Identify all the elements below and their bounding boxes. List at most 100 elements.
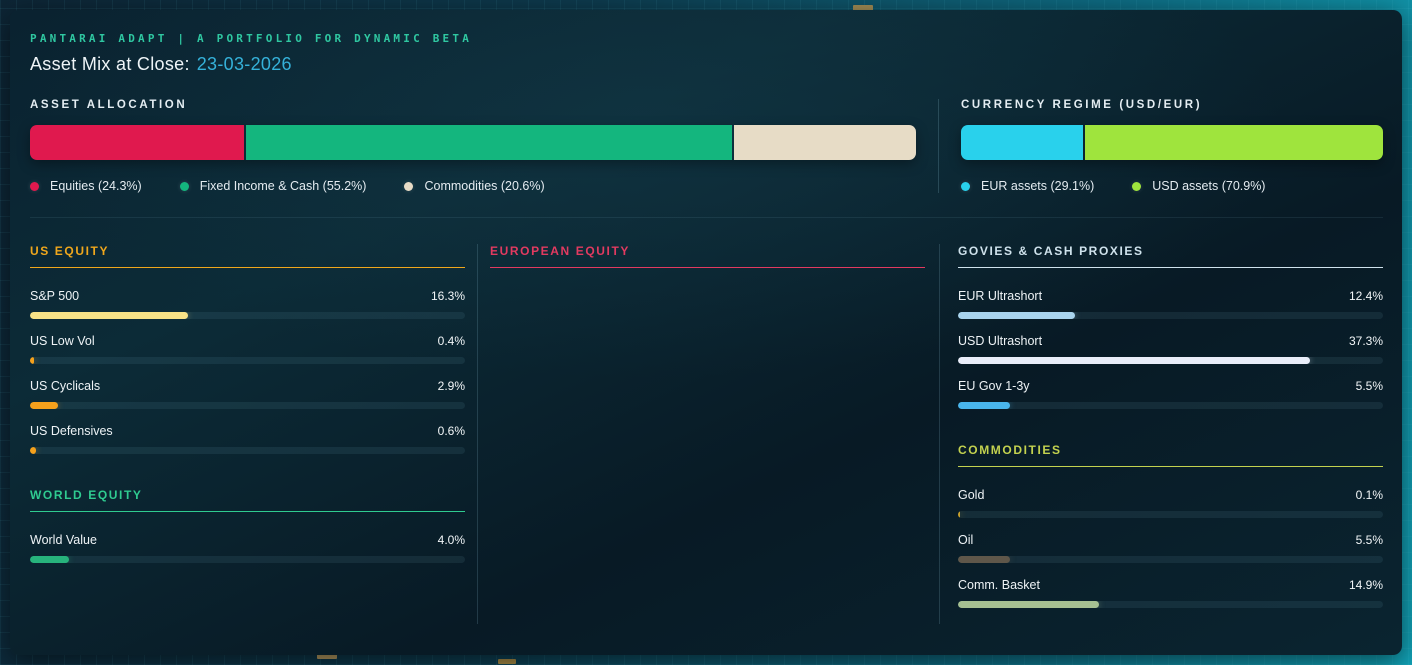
legend-item-fixed-income-cash: Fixed Income & Cash (55.2%) xyxy=(179,179,367,193)
segment-equities xyxy=(30,125,245,160)
holding-row-gold: Gold 0.1% xyxy=(958,488,1383,518)
holding-label-us-cyclicals: US Cyclicals xyxy=(30,379,101,393)
legend-dot-fixed-income-cash xyxy=(179,181,189,191)
holding-row-top-oil: Oil 5.5% xyxy=(958,533,1383,548)
legend-item-eur-assets: EUR assets (29.1%) xyxy=(961,179,1094,193)
column-us-world-equity: US EQUITY S&P 500 16.3% US Low Vol 0.4% US Cy… xyxy=(30,244,477,624)
section-title-european-equity: EUROPEAN EQUITY xyxy=(490,244,925,268)
holding-bar-track-gold xyxy=(958,511,1383,518)
holding-bar-track-usd-ultrashort xyxy=(958,357,1383,364)
page-title-text: Asset Mix at Close: xyxy=(30,54,190,74)
holding-row-top-comm-basket: Comm. Basket 14.9% xyxy=(958,578,1383,593)
holding-row-top-us-defensives: US Defensives 0.6% xyxy=(30,424,465,439)
section-title-world-equity: WORLD EQUITY xyxy=(30,488,465,512)
holding-bar-fill-gold xyxy=(958,511,960,518)
holding-row-oil: Oil 5.5% xyxy=(958,533,1383,563)
currency-regime-legend: EUR assets (29.1%) USD assets (70.9%) xyxy=(961,179,1383,193)
column-govies-commodities: GOVIES & CASH PROXIES EUR Ultrashort 12.4%… xyxy=(939,244,1383,624)
holding-bar-fill-us-low-vol xyxy=(30,357,34,364)
holding-row-us-cyclicals: US Cyclicals 2.9% xyxy=(30,379,465,409)
holding-row-top-eur-ultrashort: EUR Ultrashort 12.4% xyxy=(958,289,1383,304)
background-tick xyxy=(853,5,873,12)
legend-dot-eur-assets xyxy=(961,181,970,191)
segment-usd-assets xyxy=(1085,125,1383,160)
holding-bar-track-comm-basket xyxy=(958,601,1383,608)
holding-bar-track-eu-gov-1-3y xyxy=(958,402,1383,409)
top-summary-section: ASSET ALLOCATION Equities (24.3%) Fixed I… xyxy=(30,99,1383,218)
legend-dot-usd-assets xyxy=(1132,181,1142,191)
background-tick xyxy=(317,654,337,659)
holding-bar-fill-oil xyxy=(958,556,1010,563)
legend-dot-commodities xyxy=(404,181,414,191)
page-title: Asset Mix at Close: 23-03-2026 xyxy=(30,54,1383,75)
holding-row-comm-basket: Comm. Basket 14.9% xyxy=(958,578,1383,608)
dashboard-card: PANTARAI ADAPT | A PORTFOLIO FOR DYNAMIC… xyxy=(10,10,1402,655)
holding-bar-fill-eu-gov-1-3y xyxy=(958,402,1010,409)
section-commodities: COMMODITIES Gold 0.1% Oil 5.5% Comm. Basket 14… xyxy=(958,443,1383,608)
legend-dot-equities xyxy=(30,181,39,191)
legend-item-equities: Equities (24.3%) xyxy=(30,179,142,193)
holding-bar-track-world-value xyxy=(30,556,465,563)
holding-bar-fill-usd-ultrashort xyxy=(958,357,1311,364)
holding-row-eur-ultrashort: EUR Ultrashort 12.4% xyxy=(958,289,1383,319)
holding-row-top-gold: Gold 0.1% xyxy=(958,488,1383,503)
section-govies-cash-proxies: GOVIES & CASH PROXIES EUR Ultrashort 12.4%… xyxy=(958,244,1383,409)
holding-bar-track-us-low-vol xyxy=(30,357,465,364)
column-european-equity: EUROPEAN EQUITY xyxy=(477,244,939,624)
holding-row-world-value: World Value 4.0% xyxy=(30,533,465,563)
holding-row-top-s-p-500: S&P 500 16.3% xyxy=(30,289,465,304)
holding-value-us-cyclicals: 2.9% xyxy=(437,379,465,393)
section-title-commodities: COMMODITIES xyxy=(958,443,1383,467)
holding-label-world-value: World Value xyxy=(30,533,97,547)
legend-label-fixed-income-cash: Fixed Income & Cash (55.2%) xyxy=(199,179,367,193)
holding-value-s-p-500: 16.3% xyxy=(430,289,465,303)
holding-label-eu-gov-1-3y: EU Gov 1-3y xyxy=(958,379,1030,393)
legend-label-commodities: Commodities (20.6%) xyxy=(424,179,545,193)
section-title-govies-cash-proxies: GOVIES & CASH PROXIES xyxy=(958,244,1383,268)
legend-item-usd-assets: USD assets (70.9%) xyxy=(1132,179,1265,193)
holding-bar-fill-world-value xyxy=(30,556,69,563)
holding-bar-track-eur-ultrashort xyxy=(958,312,1383,319)
section-title-us-equity: US EQUITY xyxy=(30,244,465,268)
legend-label-eur-assets: EUR assets (29.1%) xyxy=(981,179,1095,193)
holding-value-comm-basket: 14.9% xyxy=(1348,578,1383,592)
holding-row-top-eu-gov-1-3y: EU Gov 1-3y 5.5% xyxy=(958,379,1383,394)
asset-allocation-panel: ASSET ALLOCATION Equities (24.3%) Fixed I… xyxy=(30,99,938,193)
holding-row-usd-ultrashort: USD Ultrashort 37.3% xyxy=(958,334,1383,364)
holding-row-us-low-vol: US Low Vol 0.4% xyxy=(30,334,465,364)
holding-bar-track-s-p-500 xyxy=(30,312,465,319)
section-us-equity: US EQUITY S&P 500 16.3% US Low Vol 0.4% US Cy… xyxy=(30,244,465,454)
holding-row-top-us-cyclicals: US Cyclicals 2.9% xyxy=(30,379,465,394)
holding-row-top-world-value: World Value 4.0% xyxy=(30,533,465,548)
holding-label-gold: Gold xyxy=(958,488,985,502)
portfolio-eyebrow: PANTARAI ADAPT | A PORTFOLIO FOR DYNAMIC… xyxy=(30,32,473,45)
holding-bar-track-oil xyxy=(958,556,1383,563)
holding-label-eur-ultrashort: EUR Ultrashort xyxy=(958,289,1043,303)
legend-item-commodities: Commodities (20.6%) xyxy=(404,179,545,193)
holding-label-comm-basket: Comm. Basket xyxy=(958,578,1040,592)
holding-value-usd-ultrashort: 37.3% xyxy=(1348,334,1383,348)
asset-allocation-legend: Equities (24.3%) Fixed Income & Cash (55.… xyxy=(30,179,916,193)
holding-bar-fill-us-defensives xyxy=(30,447,36,454)
holdings-columns: US EQUITY S&P 500 16.3% US Low Vol 0.4% US Cy… xyxy=(30,244,1383,624)
holding-row-s-p-500: S&P 500 16.3% xyxy=(30,289,465,319)
holding-value-oil: 5.5% xyxy=(1355,533,1383,547)
holding-row-top-usd-ultrashort: USD Ultrashort 37.3% xyxy=(958,334,1383,349)
holding-value-gold: 0.1% xyxy=(1355,488,1383,502)
holding-bar-fill-s-p-500 xyxy=(30,312,188,319)
segment-eur-assets xyxy=(961,125,1084,160)
legend-label-usd-assets: USD assets (70.9%) xyxy=(1152,179,1266,193)
holding-label-oil: Oil xyxy=(958,533,974,547)
asset-allocation-bar xyxy=(30,125,916,160)
holding-value-eur-ultrashort: 12.4% xyxy=(1348,289,1383,303)
currency-regime-title: CURRENCY REGIME (USD/EUR) xyxy=(961,99,1203,111)
asset-allocation-title: ASSET ALLOCATION xyxy=(30,99,188,111)
close-date: 23-03-2026 xyxy=(196,54,292,74)
holding-label-us-defensives: US Defensives xyxy=(30,424,113,438)
holding-value-world-value: 4.0% xyxy=(437,533,465,547)
segment-commodities xyxy=(734,125,916,160)
currency-regime-bar xyxy=(961,125,1383,160)
section-european-equity: EUROPEAN EQUITY xyxy=(490,244,925,268)
holding-value-us-low-vol: 0.4% xyxy=(437,334,465,348)
background-tick xyxy=(498,659,516,664)
